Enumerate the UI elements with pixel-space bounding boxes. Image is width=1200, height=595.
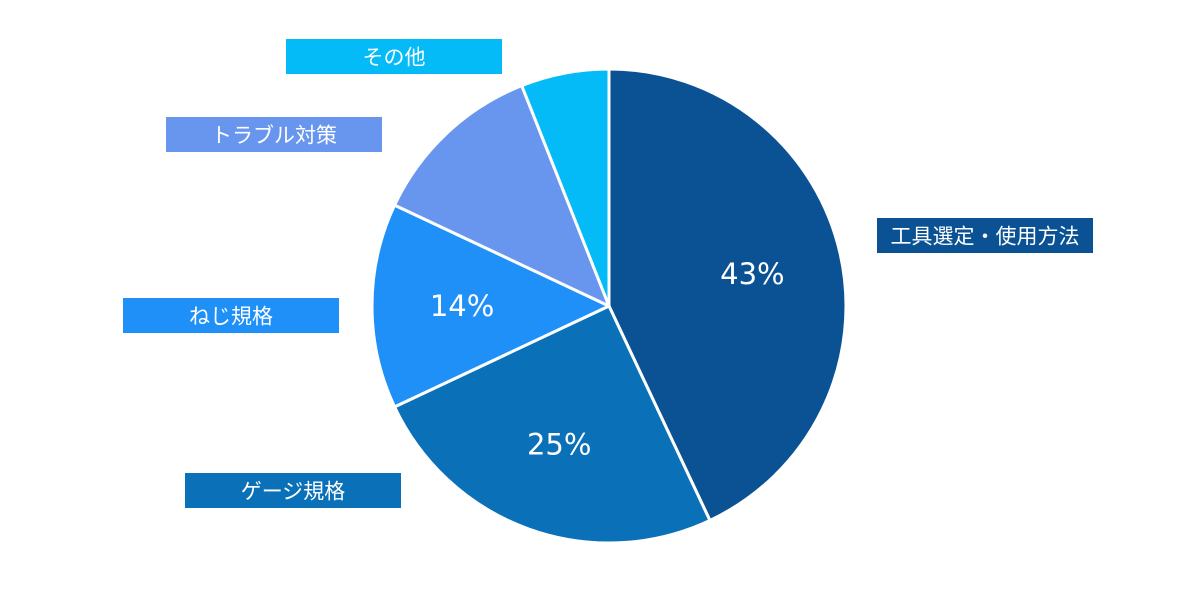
category-label-box [123,298,339,333]
category-label-text: その他 [363,46,426,70]
category-label-text: ねじ規格 [189,305,273,329]
pie-slice-other [520,67,611,308]
category-label-box [166,117,382,152]
category-label-box [877,218,1093,253]
category-label-troubleshooting: トラブル対策 [166,117,382,152]
category-label-text: 工具選定・使用方法 [891,225,1080,249]
slice-value-label-thread-standard: 14% [430,289,494,323]
pie-slice-tool-selection [607,67,848,522]
category-label-box [185,473,401,508]
category-label-thread-standard: ねじ規格 [123,298,339,333]
category-label-tool-selection: 工具選定・使用方法 [877,218,1093,253]
pie-slice-thread-standard [370,203,611,409]
pie-slice-gauge-standard [393,304,712,545]
category-label-text: ゲージ規格 [241,480,346,504]
category-label-box [286,39,502,74]
pie-slices [370,67,848,545]
category-label-text: トラブル対策 [211,124,337,148]
category-label-other: その他 [286,39,502,74]
slice-value-label-gauge-standard: 25% [527,427,591,461]
slice-value-labels: 43% 25% 14% [430,257,785,461]
pie-slice-troubleshooting [393,84,611,308]
category-label-gauge-standard: ゲージ規格 [185,473,401,508]
slice-value-label-tool-selection: 43% [720,257,784,291]
